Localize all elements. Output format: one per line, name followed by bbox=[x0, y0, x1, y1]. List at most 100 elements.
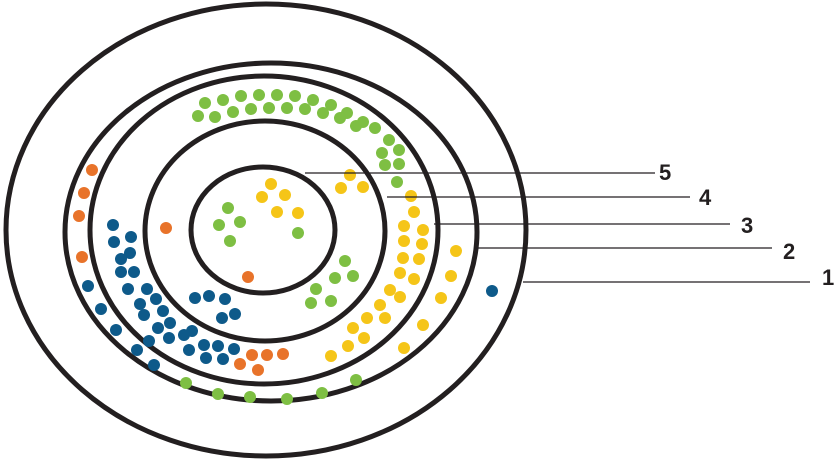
ring-4 bbox=[142, 118, 388, 344]
yellow-dot bbox=[325, 350, 337, 362]
green-dot bbox=[317, 107, 329, 119]
green-dot bbox=[244, 391, 256, 403]
ring-5-label: 5 bbox=[659, 160, 671, 185]
orange-dot bbox=[246, 349, 258, 361]
yellow-dot bbox=[265, 178, 277, 190]
green-dot bbox=[212, 388, 224, 400]
blue-dot bbox=[115, 253, 127, 265]
blue-dot bbox=[124, 247, 136, 259]
green-dot bbox=[281, 393, 293, 405]
blue-dot bbox=[125, 231, 137, 243]
yellow-dot bbox=[279, 189, 291, 201]
yellow-dot bbox=[416, 238, 428, 250]
orange-dot bbox=[261, 349, 273, 361]
green-dot bbox=[289, 90, 301, 102]
yellow-dot bbox=[342, 340, 354, 352]
yellow-dot bbox=[344, 169, 356, 181]
green-dot bbox=[224, 235, 236, 247]
green-dot bbox=[192, 110, 204, 122]
blue-dot bbox=[189, 292, 201, 304]
green-dot bbox=[329, 272, 341, 284]
ring-1-label: 1 bbox=[822, 265, 834, 290]
yellow-dot bbox=[408, 206, 420, 218]
blue-dot bbox=[164, 317, 176, 329]
green-dot bbox=[391, 176, 403, 188]
green-dot bbox=[383, 134, 395, 146]
green-dot bbox=[325, 99, 337, 111]
green-dot bbox=[271, 89, 283, 101]
blue-dot bbox=[152, 322, 164, 334]
yellow-dot bbox=[379, 312, 391, 324]
blue-dot bbox=[217, 353, 229, 365]
green-dot bbox=[325, 295, 337, 307]
blue-dot bbox=[212, 340, 224, 352]
green-dot bbox=[235, 90, 247, 102]
ring-3 bbox=[87, 73, 441, 387]
blue-dot bbox=[198, 339, 210, 351]
yellow-dot bbox=[394, 267, 406, 279]
green-dot bbox=[299, 103, 311, 115]
blue-dot bbox=[95, 303, 107, 315]
blue-dot bbox=[82, 280, 94, 292]
ring-2 bbox=[62, 60, 480, 404]
orange-dot bbox=[234, 358, 246, 370]
green-dot bbox=[222, 202, 234, 214]
green-dot bbox=[217, 94, 229, 106]
yellow-dot bbox=[405, 190, 417, 202]
yellow-dot bbox=[417, 319, 429, 331]
yellow-dot bbox=[413, 253, 425, 265]
yellow-dot bbox=[256, 191, 268, 203]
green-dot bbox=[393, 158, 405, 170]
blue-dot bbox=[150, 293, 162, 305]
yellow-dot bbox=[398, 235, 410, 247]
green-dot bbox=[376, 147, 388, 159]
blue-dot bbox=[128, 266, 140, 278]
blue-dot bbox=[163, 332, 175, 344]
blue-dot bbox=[228, 343, 240, 355]
green-dot bbox=[253, 89, 265, 101]
blue-dot bbox=[131, 344, 143, 356]
ring-3-label: 3 bbox=[741, 213, 753, 238]
green-dot bbox=[245, 103, 257, 115]
blue-dot bbox=[186, 325, 198, 337]
blue-dot bbox=[107, 219, 119, 231]
blue-dot bbox=[183, 344, 195, 356]
blue-dot bbox=[141, 283, 153, 295]
yellow-dot bbox=[408, 273, 420, 285]
green-dot bbox=[199, 97, 211, 109]
yellow-dot bbox=[292, 207, 304, 219]
yellow-dot bbox=[394, 291, 406, 303]
blue-dot bbox=[229, 308, 241, 320]
green-dot bbox=[305, 297, 317, 309]
ring-2-label: 2 bbox=[783, 239, 795, 264]
blue-dot bbox=[115, 266, 127, 278]
orange-dot bbox=[76, 251, 88, 263]
yellow-dot bbox=[398, 342, 410, 354]
green-dot bbox=[316, 387, 328, 399]
orange-dot bbox=[73, 210, 85, 222]
blue-dot bbox=[219, 293, 231, 305]
dot-clusters bbox=[73, 89, 498, 405]
green-dot bbox=[234, 216, 246, 228]
yellow-dot bbox=[361, 312, 373, 324]
orange-dot bbox=[242, 271, 254, 283]
yellow-dot bbox=[374, 299, 386, 311]
blue-dot bbox=[110, 324, 122, 336]
blue-dot bbox=[134, 298, 146, 310]
blue-dot bbox=[108, 236, 120, 248]
yellow-dot bbox=[384, 284, 396, 296]
orange-dot bbox=[78, 187, 90, 199]
green-dot bbox=[213, 219, 225, 231]
green-dot bbox=[209, 111, 221, 123]
green-dot bbox=[350, 374, 362, 386]
blue-dot bbox=[138, 309, 150, 321]
blue-dot bbox=[203, 290, 215, 302]
green-dot bbox=[263, 102, 275, 114]
yellow-dot bbox=[357, 181, 369, 193]
green-dot bbox=[180, 377, 192, 389]
blue-dot bbox=[143, 335, 155, 347]
green-dot bbox=[310, 283, 322, 295]
blue-dot bbox=[200, 352, 212, 364]
orange-dot bbox=[86, 164, 98, 176]
